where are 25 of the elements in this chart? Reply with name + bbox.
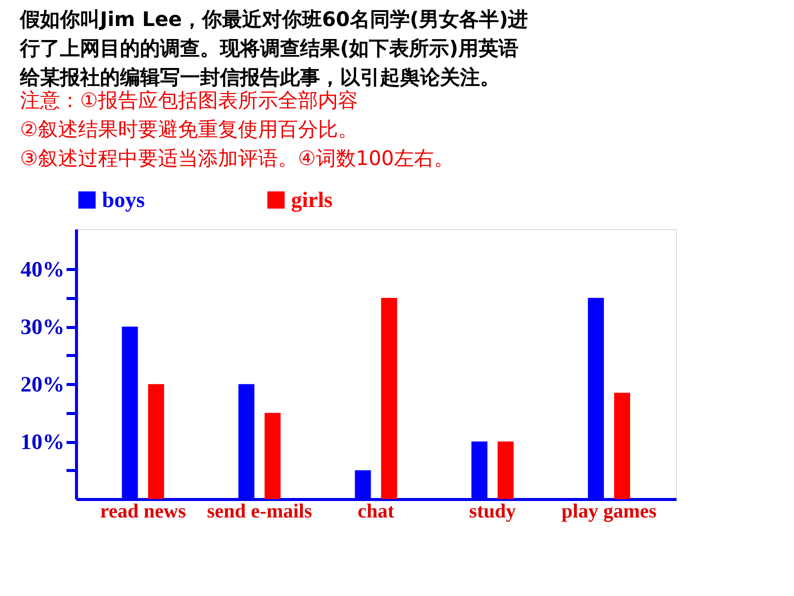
- y-tick-label: 40%: [20, 256, 64, 282]
- bar: [471, 442, 488, 499]
- bar: [354, 470, 371, 499]
- bar: [148, 384, 164, 499]
- x-tick-label: study: [469, 500, 516, 522]
- bar: [122, 326, 138, 499]
- bar: [381, 298, 398, 499]
- legend-label: girls: [291, 187, 333, 212]
- x-tick-label: send e-mails: [206, 500, 312, 522]
- y-tick-label: 30%: [20, 314, 64, 340]
- bar: [588, 298, 604, 499]
- bar: [498, 442, 514, 499]
- x-tick-label: play games: [562, 500, 657, 522]
- text: 注意：①报告应包括图表所示全部内容: [20, 88, 358, 112]
- x-tick-label: read news: [100, 500, 186, 522]
- bar: [238, 384, 254, 499]
- y-tick-label: 10%: [20, 429, 64, 454]
- chart-title: 假如你叫Jim Lee，你最近对你班60名同学(男女各半)进行了上网目的的调查。现将调查结果(如下表所示)用英语给某报社的编辑写一封信报告此事，以引起舆论关注。: [19, 7, 528, 89]
- legend-label: boys: [102, 187, 146, 212]
- bar: [264, 412, 281, 499]
- x-tick-label: chat: [358, 500, 395, 522]
- bar: [614, 392, 630, 499]
- text: ②叙述结果时要避免重复使用百分比。: [20, 117, 358, 141]
- text: ③叙述过程中要适当添加评语。④词数100左右。: [20, 146, 454, 170]
- y-tick-label: 20%: [20, 372, 64, 397]
